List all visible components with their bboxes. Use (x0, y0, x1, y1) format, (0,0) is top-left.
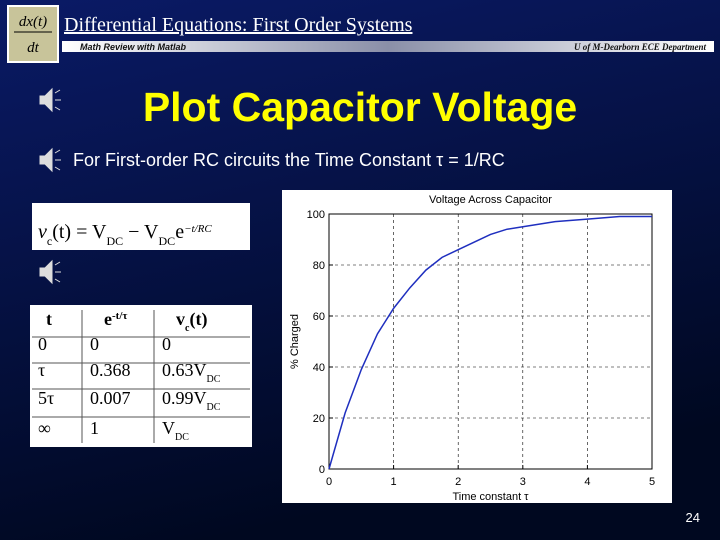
table-cell: vc(t) (176, 309, 207, 334)
y-tick-label: 20 (313, 413, 325, 425)
data-line (328, 215, 652, 470)
cell-text: 0.63V (162, 360, 207, 380)
y-tick-label: 80 (313, 260, 325, 272)
table-box (30, 305, 252, 447)
cell-text: 0.007 (90, 388, 131, 408)
slide-title: Plot Capacitor Voltage (143, 84, 577, 130)
icon-top: dx(t) (19, 14, 47, 30)
cell-sub: DC (207, 374, 221, 385)
table-cell: τ (38, 360, 45, 380)
icon-bottom: dt (27, 40, 40, 56)
cell-text: t (46, 309, 52, 329)
table-cell: 0 (90, 334, 99, 354)
equation: vc(t) = VDC − VDCe−t/RC (38, 221, 212, 248)
table-cell: 0.368 (90, 360, 131, 380)
cell-rest: (t) (189, 309, 207, 330)
speaker-icons (39, 87, 61, 285)
plot-frame (328, 213, 653, 470)
chart-title: Voltage Across Capacitor (429, 194, 552, 206)
cell-text: 0.368 (90, 360, 131, 380)
equation-box (32, 203, 250, 250)
cell-text: 0 (90, 334, 99, 354)
cell-sub: DC (175, 432, 189, 443)
x-tick-label: 2 (455, 476, 461, 488)
y-tick-label: 100 (307, 209, 325, 221)
page-number: 24 (686, 510, 700, 525)
equation-part: (t) = V (52, 221, 107, 243)
header-strip (62, 41, 714, 52)
y-tick-label: 40 (313, 362, 325, 374)
table-cell: 0 (38, 334, 47, 354)
y-axis-label: % Charged (289, 314, 301, 369)
table-cell: e-t/τ (104, 309, 127, 329)
equation-part: e (175, 221, 184, 243)
header-right: U of M-Dearborn ECE Department (574, 42, 707, 52)
cell-text: τ (38, 360, 45, 380)
table-cell: VDC (162, 418, 189, 443)
equation-part: − V (123, 221, 159, 243)
cell-text: V (162, 418, 175, 438)
equation-part: DC (159, 234, 176, 248)
x-tick-label: 3 (520, 476, 526, 488)
cell-sub: DC (207, 402, 221, 413)
cell-sub: c (185, 323, 190, 334)
table-cell: ∞ (38, 418, 51, 438)
table-cell: t (46, 309, 52, 329)
equation-part: DC (106, 234, 123, 248)
icon-box (7, 5, 59, 63)
x-tick-label: 4 (584, 476, 590, 488)
chart: Voltage Across Capacitor Time constant τ%… (289, 194, 655, 503)
cell-text: 5τ (38, 388, 54, 408)
x-axis-label: Time constant τ (452, 491, 529, 503)
table-cell: 1 (90, 418, 99, 438)
cell-text: ∞ (38, 418, 51, 438)
x-tick-label: 5 (649, 476, 655, 488)
equation-part: −t/RC (184, 223, 212, 235)
header-title: Differential Equations: First Order Syst… (64, 14, 413, 36)
header-left: Math Review with Matlab (80, 42, 187, 52)
slide-subtitle: For First-order RC circuits the Time Con… (73, 150, 505, 170)
cell-text: 0 (162, 334, 171, 354)
equation-part: v (38, 221, 47, 243)
chart-panel (282, 190, 672, 503)
x-tick-label: 0 (326, 476, 332, 488)
cell-text: 0 (38, 334, 47, 354)
x-tick-label: 1 (391, 476, 397, 488)
cell-sup: -t/τ (112, 310, 127, 322)
cell-text: v (176, 309, 185, 329)
table-cell: 0.63VDC (162, 360, 221, 385)
cell-text: 1 (90, 418, 99, 438)
table-cell: 0.99VDC (162, 388, 221, 413)
table-cell: 5τ (38, 388, 54, 408)
table-cell: 0.007 (90, 388, 131, 408)
cell-text: 0.99V (162, 388, 207, 408)
cell-text: e (104, 309, 112, 329)
equation-part: c (47, 234, 52, 248)
y-tick-label: 60 (313, 311, 325, 323)
table-cell: 0 (162, 334, 171, 354)
y-tick-label: 0 (319, 464, 325, 476)
